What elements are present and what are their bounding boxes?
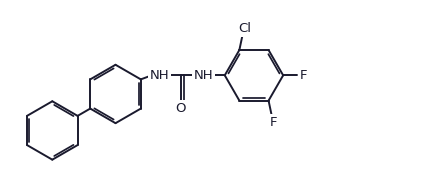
Text: NH: NH — [149, 69, 169, 82]
Text: Cl: Cl — [238, 22, 251, 35]
Text: O: O — [175, 102, 186, 115]
Text: F: F — [299, 69, 307, 82]
Text: NH: NH — [194, 69, 213, 82]
Text: F: F — [270, 116, 278, 129]
